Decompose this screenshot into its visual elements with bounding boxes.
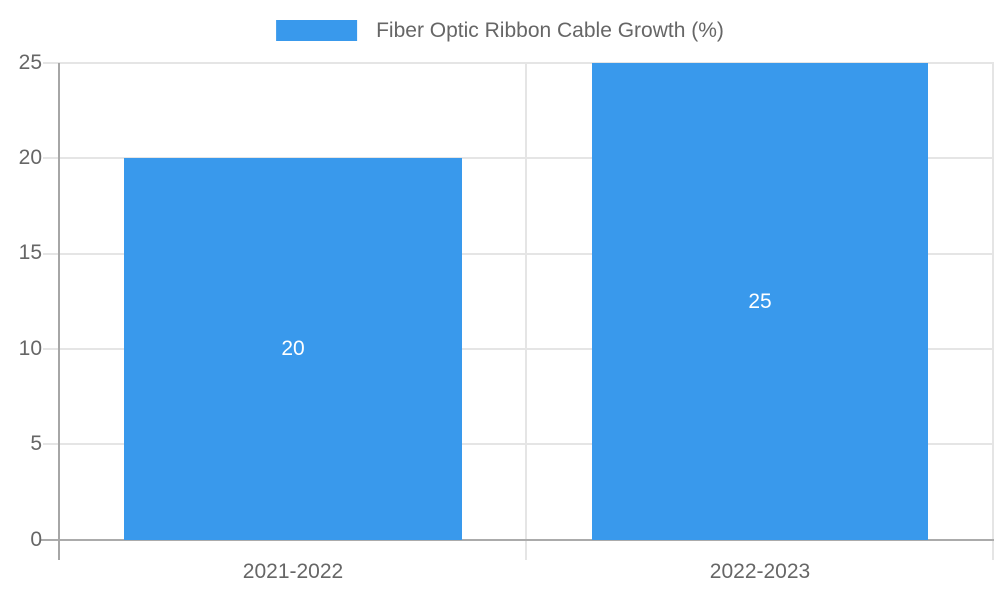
x-tick-label: 2022-2023 [709,560,811,583]
bar-2022-2023[interactable] [592,63,928,540]
y-tick-label: 5 [30,432,42,455]
x-gridline-right [992,63,994,560]
bar-value-label: 25 [748,290,772,313]
x-gridline-mid [525,63,527,560]
y-tick-label: 20 [18,146,42,169]
legend[interactable]: Fiber Optic Ribbon Cable Growth (%) [276,20,724,41]
y-gridline-15 [43,253,994,255]
y-gridline-20 [43,157,994,159]
y-gridline-5 [43,443,994,445]
x-axis-zero-line [40,539,994,541]
legend-swatch [276,20,358,41]
legend-label: Fiber Optic Ribbon Cable Growth (%) [376,19,724,42]
bar-value-label: 20 [281,337,305,360]
y-tick-label: 15 [18,241,42,264]
y-tick-label: 10 [18,337,42,360]
y-axis-line [58,63,60,560]
x-tick-label: 2021-2022 [242,560,344,583]
y-gridline-25 [43,62,994,64]
y-tick-label: 25 [18,51,42,74]
y-tick-label: 0 [30,528,42,551]
bar-2021-2022[interactable] [124,158,462,540]
y-gridline-10 [43,348,994,350]
